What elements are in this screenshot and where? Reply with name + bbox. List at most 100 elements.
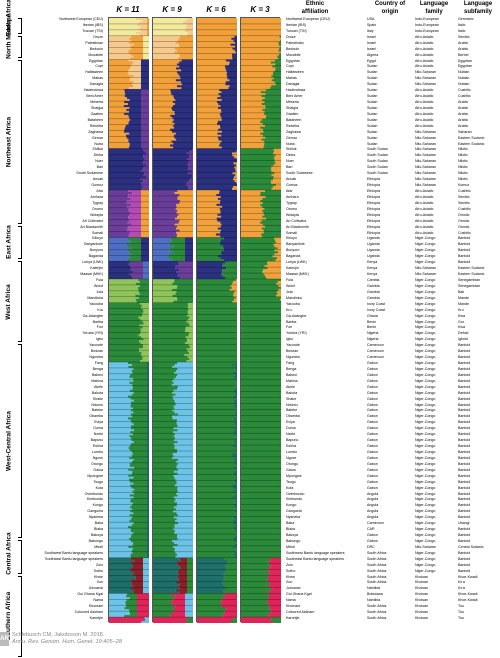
ancestry-segment-orange	[275, 160, 281, 162]
population-label: Palestinian	[85, 41, 103, 45]
population-label: Iberian (IBS)	[83, 23, 103, 27]
ancestry-segment-orange	[179, 222, 193, 224]
ancestry-segment-navy	[126, 125, 141, 127]
ancestry-segment-orange	[141, 234, 149, 236]
ancestry-segment-skyblue	[109, 469, 128, 471]
ancestry-segment-orange	[197, 216, 221, 218]
language-subfamily-cell: Bantoid	[458, 355, 470, 359]
ancestry-segment-navy	[197, 150, 237, 152]
ancestry-segment-navy	[109, 178, 141, 180]
ancestry-segment-orange	[233, 186, 237, 188]
ancestry-segment-green	[153, 344, 189, 346]
ancestry-segment-teal	[147, 423, 149, 425]
population-labels: Northwest European (CEU)Iberian (IBS)Tus…	[0, 17, 106, 622]
ethnic-affiliation-cell: Akele	[286, 385, 295, 389]
language-family-cell: Afro-Asiatic	[415, 59, 433, 63]
ancestry-segment-teal	[197, 570, 226, 572]
ancestry-segment-green	[153, 475, 174, 477]
ancestry-segment-green	[153, 352, 189, 354]
ethnic-affiliation-cell: Amhara	[286, 195, 299, 199]
ancestry-segment-green	[241, 542, 281, 544]
country-cell: Gabon	[367, 438, 378, 442]
language-subfamily-cell: Bantoid	[458, 503, 470, 507]
ancestry-segment-red	[170, 613, 185, 615]
ancestry-segment-green	[133, 453, 147, 455]
ancestry-segment-green	[241, 386, 281, 388]
ancestry-segment-orange	[197, 113, 220, 115]
population-label: Biaka	[94, 527, 103, 531]
ancestry-segment-skyblue	[174, 516, 193, 518]
ancestry-segment-skyblue	[172, 457, 193, 459]
ancestry-segment-green	[241, 500, 281, 502]
ancestry-segment-skyblue	[175, 477, 193, 479]
ancestry-segment-red	[109, 617, 144, 619]
language-subfamily-cell: Bantoid	[458, 260, 470, 264]
ancestry-segment-orange	[241, 44, 279, 46]
population-label: Somali	[92, 231, 103, 235]
language-subfamily-cell: Semitic	[458, 201, 470, 205]
ancestry-segment-green	[130, 494, 147, 496]
ancestry-segment-green	[187, 572, 193, 574]
ancestry-segment-purple	[189, 180, 193, 182]
ancestry-segment-navy	[217, 214, 237, 216]
ancestry-segment-red	[109, 619, 145, 621]
ancestry-segment-navy	[197, 186, 233, 188]
ancestry-segment-skyblue	[109, 463, 130, 465]
language-family-cell: Niger-Congo	[415, 391, 435, 395]
language-family-cell: Niger-Congo	[415, 349, 435, 353]
ethnic-affiliation-cell: Juhoansi	[286, 586, 300, 590]
ancestry-segment-green	[266, 196, 281, 198]
ethnic-affiliation-cell: Eshira	[286, 444, 296, 448]
ancestry-segment-red	[266, 601, 281, 603]
ancestry-segment-green	[241, 269, 263, 271]
ancestry-segment-skyblue	[177, 536, 193, 538]
language-subfamily-cell: Khoe-Kwadi	[458, 592, 477, 596]
ancestry-segment-teal	[147, 463, 149, 465]
language-family-cell: Niger-Congo	[415, 539, 435, 543]
ancestry-segment-orange	[197, 109, 221, 111]
ancestry-segment-navy	[153, 174, 192, 176]
ancestry-segment-red	[170, 601, 185, 603]
ancestry-segment-skyblue	[143, 564, 149, 566]
ancestry-segment-navy	[227, 73, 237, 75]
language-subfamily-cell: Bantoid	[458, 533, 470, 537]
ancestry-segment-navy	[109, 154, 143, 156]
country-cell: Ethiopia	[367, 195, 380, 199]
ancestry-segment-green	[153, 364, 175, 366]
ancestry-segment-lime	[143, 309, 149, 311]
ancestry-segment-navy	[109, 148, 143, 150]
ancestry-segment-teal	[153, 558, 180, 560]
ancestry-segment-navy	[109, 263, 129, 265]
ancestry-segment-darkred	[134, 560, 143, 562]
language-family-cell: Niger-Congo	[415, 557, 435, 561]
ancestry-segment-green	[241, 581, 271, 583]
ancestry-segment-peach	[128, 71, 141, 73]
ancestry-segment-teal	[147, 487, 149, 489]
ethnic-affiliation-cell: Mpongwe	[286, 474, 302, 478]
ancestry-segment-skyblue	[143, 576, 149, 578]
ancestry-segment-green	[261, 91, 281, 93]
ancestry-segment-green	[241, 172, 275, 174]
ancestry-segment-green	[197, 506, 234, 508]
ancestry-segment-green	[241, 291, 277, 293]
ancestry-segment-navy	[220, 115, 237, 117]
language-family-cell: Afro-Asiatic	[415, 201, 433, 205]
ethnic-affiliation-cell: Danagla	[286, 82, 299, 86]
ancestry-segment-teal	[109, 558, 130, 560]
ancestry-segment-peach	[131, 65, 141, 67]
ancestry-segment-teal	[236, 475, 237, 477]
ancestry-segment-teal	[147, 411, 149, 413]
ancestry-segment-navy	[218, 103, 237, 105]
ancestry-segment-magenta	[129, 208, 141, 210]
ancestry-segment-navy	[197, 172, 233, 174]
ancestry-segment-peach	[142, 20, 147, 22]
ancestry-segment-skyblue	[185, 593, 193, 595]
population-label: Yacouba	[89, 302, 103, 306]
ancestry-segment-peach	[109, 50, 129, 52]
language-subfamily-cell: Arabic	[458, 118, 468, 122]
language-subfamily-cell: Bantoid	[458, 414, 470, 418]
ancestry-segment-teal	[147, 417, 149, 419]
ethnic-affiliation-cell: Mozabite	[286, 53, 301, 57]
language-subfamily-cell: Omotic	[458, 219, 469, 223]
ancestry-segment-green	[153, 459, 178, 461]
